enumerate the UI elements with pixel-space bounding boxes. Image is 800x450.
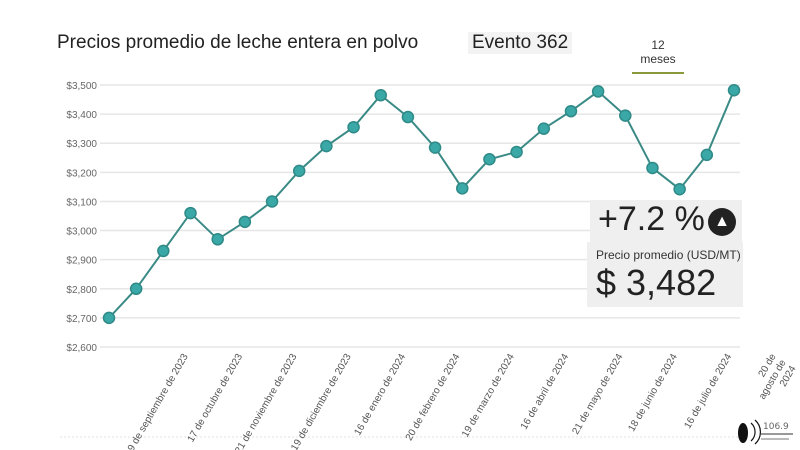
data-point (102, 311, 116, 325)
y-tick-label: $2,600 (66, 343, 97, 354)
x-tick-label: 18 de junio de 2024 (626, 352, 680, 434)
data-point (483, 152, 496, 166)
change-percent: +7.2 % (598, 200, 705, 238)
y-tick-label: $3,300 (66, 139, 97, 150)
data-point (646, 161, 659, 175)
svg-text:106.9: 106.9 (763, 422, 789, 432)
price-label: Precio promedio (USD/MT) (596, 248, 741, 262)
x-tick-label: 20 de febrero de 2024 (404, 352, 463, 443)
data-point (456, 182, 469, 195)
x-tick-label: 16 de julio de 2024 (682, 352, 734, 431)
chart-title: Precios promedio de leche entera en polv… (57, 32, 419, 53)
data-point (129, 282, 143, 296)
data-point (401, 110, 415, 124)
data-point (619, 109, 632, 122)
data-point (510, 145, 523, 159)
y-tick-label: $2,900 (66, 256, 97, 267)
radio-logo: 106.9 (738, 419, 793, 445)
data-point (347, 120, 360, 134)
tab-12-months[interactable]: 12 meses (632, 38, 684, 74)
data-point (320, 139, 333, 153)
y-tick-label: $3,400 (66, 110, 97, 121)
data-point (211, 233, 224, 246)
data-point (727, 83, 741, 97)
x-tick-label: 16 de enero de 2024 (352, 352, 408, 438)
data-point (265, 195, 279, 208)
x-tick-label: 21 de noviembre de 2023 (233, 352, 299, 450)
y-tick-label: $3,100 (66, 197, 97, 208)
data-point (292, 164, 306, 178)
arrow-up-circle-icon: ▲ (708, 208, 736, 236)
y-tick-label: $2,800 (66, 285, 97, 296)
series-line (108, 89, 735, 319)
data-point (591, 85, 605, 98)
y-tick-label: $2,700 (66, 314, 97, 325)
data-point (374, 88, 387, 102)
x-tick-label: 17 de octubre de 2023 (186, 352, 246, 445)
price-box (587, 242, 743, 307)
data-point (184, 206, 197, 220)
data-point (673, 182, 686, 196)
data-point (564, 104, 578, 118)
data-point (157, 244, 170, 258)
y-tick-label: $3,200 (66, 168, 97, 179)
data-point (537, 122, 551, 135)
x-tick-label: 19 de diciembre de 2023 (289, 352, 354, 450)
x-tick-label: 16 de abril de 2024 (519, 352, 572, 432)
data-point (428, 141, 442, 154)
data-point (700, 148, 714, 162)
x-tick-label: 19 de septiembre de 2023 (123, 352, 191, 450)
x-tick-label: 21 de mayo de 2024 (570, 352, 625, 437)
event-label: Evento 362 (468, 32, 573, 54)
y-tick-label: $3,500 (66, 81, 97, 92)
x-tick-label: 19 de marzo de 2024 (460, 352, 517, 440)
price-value: $ 3,482 (596, 262, 717, 303)
y-tick-label: $3,000 (66, 227, 97, 238)
data-point (238, 215, 252, 229)
